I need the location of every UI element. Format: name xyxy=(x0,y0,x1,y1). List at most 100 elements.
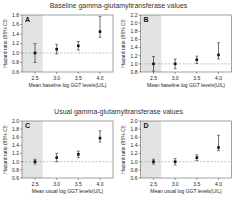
y-tick xyxy=(20,129,22,130)
x-tick-label: 4.0 xyxy=(215,75,222,81)
error-cap-high xyxy=(174,158,177,159)
plot-frame xyxy=(141,121,232,178)
shaded-band xyxy=(141,121,162,178)
reference-line xyxy=(22,53,113,54)
y-tick xyxy=(20,34,22,35)
x-tick-label: 3.5 xyxy=(75,75,82,81)
y-tick xyxy=(139,153,141,154)
y-tick-label: 2.2 xyxy=(131,12,138,18)
error-cap-low xyxy=(195,160,198,161)
y-tick-label: 1.8 xyxy=(12,126,19,132)
y-tick xyxy=(139,15,141,16)
x-tick-label: 4.0 xyxy=(97,75,104,81)
error-cap-low xyxy=(34,164,37,165)
y-tick xyxy=(20,15,22,16)
panel: 0.60.81.01.21.41.61.82.02.53.03.54.0DMea… xyxy=(120,118,231,194)
x-tick-label: 3.0 xyxy=(172,75,179,81)
error-cap-high xyxy=(217,42,220,43)
x-tick-label: 2.5 xyxy=(32,75,39,81)
y-tick xyxy=(139,137,141,138)
plot-area xyxy=(22,15,113,72)
error-bar-high xyxy=(35,44,36,54)
error-cap-high xyxy=(77,41,80,42)
error-cap-low xyxy=(55,53,58,54)
y-tick-label: 1.0 xyxy=(131,159,138,165)
error-cap-high xyxy=(195,154,198,155)
marker xyxy=(55,156,58,159)
error-cap-low xyxy=(34,62,37,63)
x-tick-label: 4.0 xyxy=(215,181,222,187)
shaded-band xyxy=(141,15,162,72)
y-tick xyxy=(139,161,141,162)
y-tick-label: 1.2 xyxy=(12,40,19,46)
y-tick-label: 2.0 xyxy=(12,118,19,124)
figure: Baseline gamma-glutamyltransferase value… xyxy=(0,0,237,213)
error-cap-high xyxy=(34,43,37,44)
row-title: Baseline gamma-glutamyltransferase value… xyxy=(50,2,188,10)
y-tick xyxy=(139,169,141,170)
y-tick xyxy=(20,121,22,122)
y-tick-label: 1.0 xyxy=(12,50,19,56)
error-cap-high xyxy=(55,44,58,45)
x-axis-label: Mean usual log GGT levels(U/L) xyxy=(150,188,222,194)
reference-line xyxy=(22,161,113,162)
y-tick-label: 2.0 xyxy=(131,118,138,124)
shaded-band xyxy=(22,15,43,72)
marker xyxy=(152,63,155,66)
marker xyxy=(196,58,199,61)
y-axis-label: Hazard ratio (95% CI) xyxy=(120,125,126,174)
y-tick xyxy=(20,24,22,25)
y-tick xyxy=(20,153,22,154)
row-title: Usual gamma-glutamyltransferase values xyxy=(54,108,183,116)
y-tick xyxy=(20,161,22,162)
y-tick-label: 1.6 xyxy=(12,21,19,27)
plot-frame xyxy=(22,121,113,178)
error-cap-high xyxy=(152,159,155,160)
plot-frame xyxy=(141,15,232,72)
x-tick-label: 3.0 xyxy=(53,75,60,81)
plot-area xyxy=(141,121,232,178)
y-tick-label: 1.6 xyxy=(12,134,19,140)
error-cap-low xyxy=(217,58,220,59)
y-tick-label: 1.6 xyxy=(131,36,138,42)
y-tick-label: 1.4 xyxy=(12,142,19,148)
x-tick-label: 3.0 xyxy=(172,181,179,187)
marker xyxy=(77,45,80,48)
panel: 0.81.01.21.41.61.82.02.22.53.03.54.0BMea… xyxy=(120,12,231,88)
y-tick xyxy=(20,62,22,63)
y-tick-label: 0.8 xyxy=(12,59,19,65)
y-tick-label: 0.6 xyxy=(12,175,19,181)
y-tick-label: 1.8 xyxy=(12,12,19,18)
error-cap-low xyxy=(152,164,155,165)
marker xyxy=(77,153,80,156)
error-bar-high xyxy=(218,135,219,147)
y-tick xyxy=(20,72,22,73)
panel-label: B xyxy=(144,16,149,23)
y-tick-label: 1.2 xyxy=(12,150,19,156)
error-cap-low xyxy=(217,150,220,151)
error-bar-high xyxy=(218,43,219,55)
y-tick-label: 1.2 xyxy=(131,150,138,156)
error-cap-low xyxy=(77,50,80,51)
y-tick xyxy=(20,145,22,146)
reference-line xyxy=(141,63,232,64)
marker xyxy=(217,146,220,149)
y-tick xyxy=(139,23,141,24)
marker xyxy=(217,54,220,57)
marker xyxy=(34,160,37,163)
y-tick xyxy=(139,121,141,122)
y-tick xyxy=(20,43,22,44)
y-tick xyxy=(20,53,22,54)
error-cap-low xyxy=(99,142,102,143)
y-tick-label: 1.0 xyxy=(131,61,138,67)
error-cap-low xyxy=(195,63,198,64)
error-cap-low xyxy=(174,68,177,69)
y-tick xyxy=(139,63,141,64)
y-tick-label: 2.0 xyxy=(131,20,138,26)
y-tick-label: 1.0 xyxy=(12,159,19,165)
y-tick-label: 0.8 xyxy=(131,167,138,173)
marker xyxy=(174,63,177,66)
y-tick-label: 1.8 xyxy=(131,28,138,34)
error-bar-high xyxy=(100,16,101,31)
plot-frame xyxy=(22,15,113,72)
